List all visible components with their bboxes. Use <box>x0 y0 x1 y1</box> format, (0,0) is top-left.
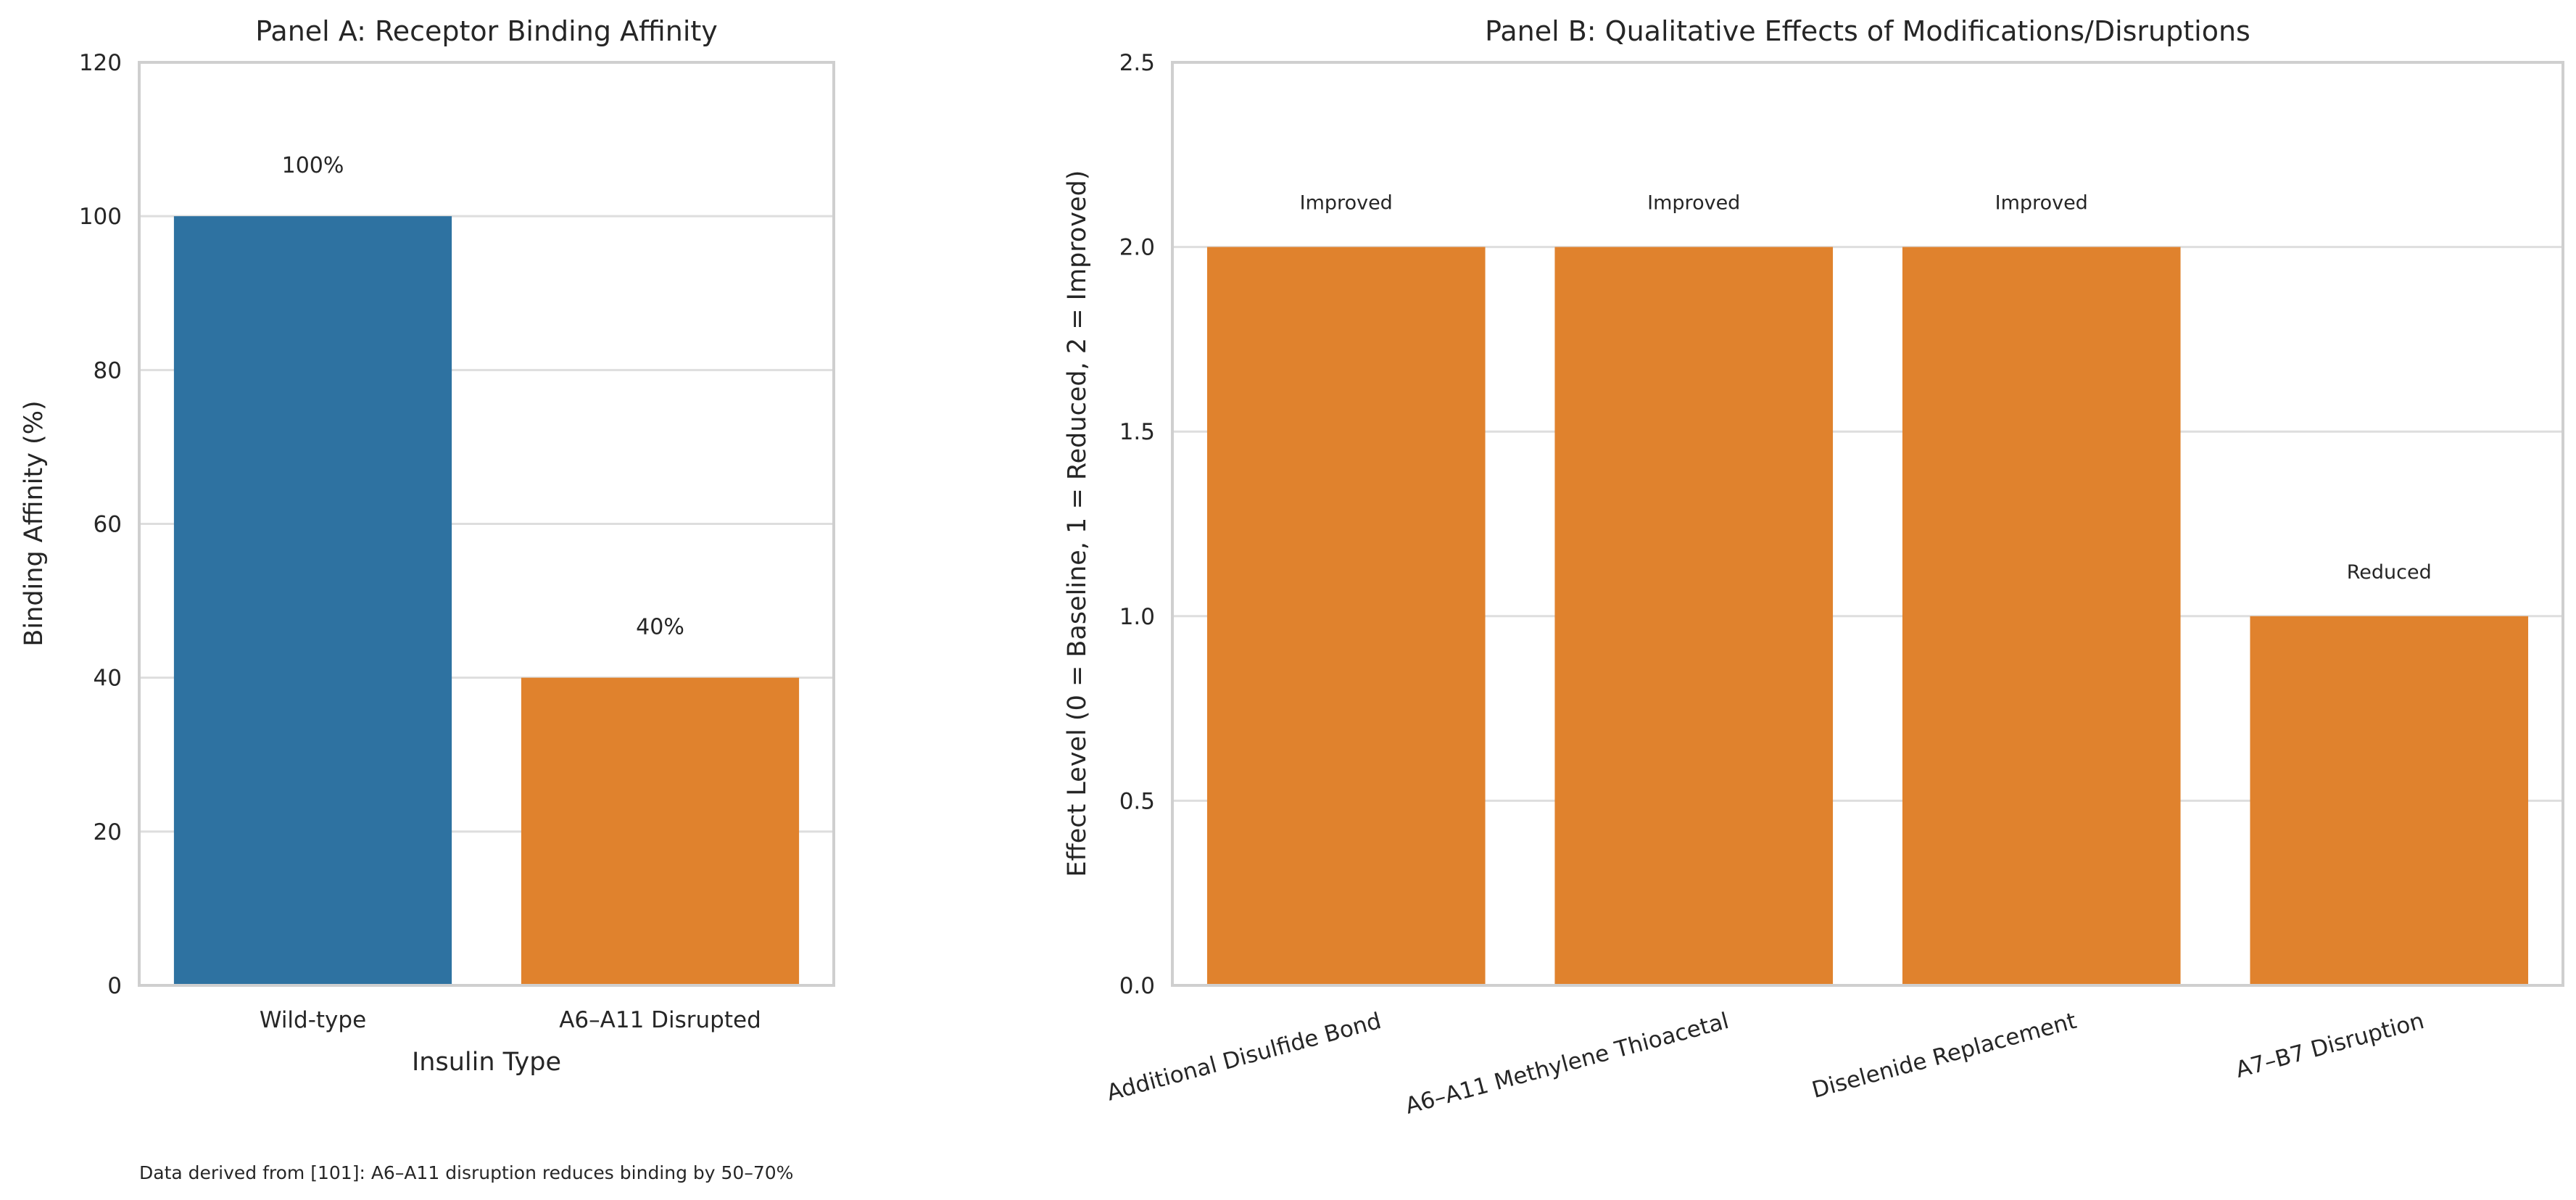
y-tick-label: 80 <box>94 357 122 384</box>
panel-a-data-labels: 100% 40% <box>282 153 684 640</box>
panel-b-frame <box>1171 61 2564 987</box>
x-tick-label: A6–A11 Disrupted <box>559 1007 761 1033</box>
bar <box>173 216 452 986</box>
data-label: Improved <box>1647 192 1740 215</box>
x-tick-label: A6–A11 Methylene Thioacetal <box>1402 1008 1731 1120</box>
bar <box>1902 247 2181 986</box>
panel-b-y-axis-label: Effect Level (0 = Baseline, 1 = Reduced,… <box>1063 170 1092 877</box>
panel-b-y-ticks: 0.0 0.5 1.0 1.5 2.0 2.5 <box>1119 50 1155 999</box>
x-tick-label: A7–B7 Disruption <box>2233 1008 2427 1083</box>
panel-a-bars <box>173 216 800 986</box>
panel-b-x-ticks: Additional Disulfide Bond A6–A11 Methylen… <box>1104 1008 2427 1120</box>
y-tick-label: 1.5 <box>1119 419 1155 445</box>
panel-a-x-ticks: Wild-type A6–A11 Disrupted <box>260 1007 761 1033</box>
x-tick-label: Wild-type <box>260 1007 366 1033</box>
y-tick-label: 100 <box>79 204 122 230</box>
panel-b-title: Panel B: Qualitative Effects of Modifica… <box>1485 15 2250 47</box>
panel-b-chart: 0.0 0.5 1.0 1.5 2.0 2.5 Additional Disulfide … <box>1063 15 2564 1120</box>
x-tick-label: Diselenide Replacement <box>1809 1008 2079 1104</box>
panel-b-bars <box>1206 247 2529 986</box>
y-tick-label: 120 <box>79 50 122 76</box>
panel-a-title: Panel A: Receptor Binding Affinity <box>255 15 718 47</box>
panel-a-y-axis-label: Binding Affinity (%) <box>20 400 49 646</box>
panel-a-frame <box>138 61 835 987</box>
bar <box>521 677 800 985</box>
data-label: Reduced <box>2347 561 2432 584</box>
data-label: Improved <box>1995 192 2088 215</box>
footnote: Data derived from [101]: A6–A11 disrupti… <box>139 1162 793 1183</box>
y-tick-label: 20 <box>94 819 122 845</box>
bar <box>1554 247 1834 986</box>
y-tick-label: 2.5 <box>1119 50 1155 76</box>
data-label: 100% <box>282 153 344 178</box>
panel-a-x-axis-label: Insulin Type <box>412 1048 561 1077</box>
y-tick-label: 2.0 <box>1119 235 1155 261</box>
panel-b-data-labels: Improved Improved Improved Reduced <box>1300 192 2432 584</box>
bar <box>2250 616 2529 985</box>
y-tick-label: 1.0 <box>1119 604 1155 630</box>
y-tick-label: 0.5 <box>1119 788 1155 814</box>
y-tick-label: 40 <box>94 666 122 692</box>
data-label: 40% <box>636 615 684 640</box>
data-label: Improved <box>1300 192 1393 215</box>
x-tick-label: Additional Disulfide Bond <box>1104 1008 1384 1106</box>
y-tick-label: 0 <box>107 973 122 999</box>
bar <box>1206 247 1486 986</box>
y-tick-label: 60 <box>94 512 122 538</box>
panel-a-y-ticks: 0 20 40 60 80 100 120 <box>79 50 122 999</box>
y-tick-label: 0.0 <box>1119 973 1155 999</box>
panel-a-chart: 0 20 40 60 80 100 120 Wild-type A6–A11 Disrupte… <box>20 15 835 1077</box>
